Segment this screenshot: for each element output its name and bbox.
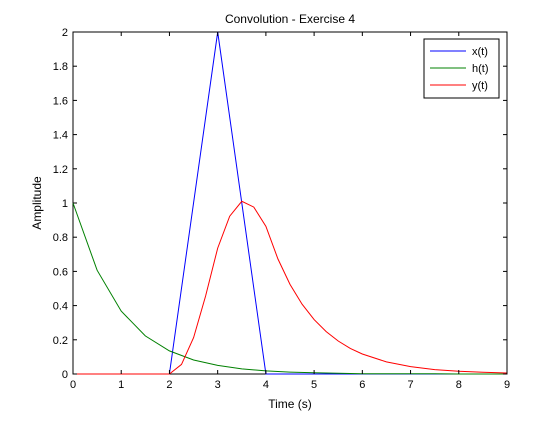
x-tick-label: 3 bbox=[215, 379, 221, 391]
x-tick-label: 9 bbox=[504, 379, 510, 391]
y-tick-label: 1.8 bbox=[53, 61, 68, 73]
y-tick-label: 1.2 bbox=[53, 164, 68, 176]
x-axis-label: Time (s) bbox=[268, 397, 312, 411]
x-tick-label: 8 bbox=[456, 379, 462, 391]
x-tick-label: 1 bbox=[118, 379, 124, 391]
legend: x(t) h(t) y(t) bbox=[423, 38, 500, 99]
x-tick-label: 2 bbox=[166, 379, 172, 391]
y-tick-label: 0.2 bbox=[53, 335, 68, 347]
series-line-ht bbox=[72, 202, 507, 375]
chart-title: Convolution - Exercise 4 bbox=[225, 12, 355, 26]
y-tick-label: 0.8 bbox=[53, 232, 68, 244]
x-tick-label: 7 bbox=[407, 379, 413, 391]
y-axis-label: Amplitude bbox=[30, 176, 44, 230]
legend-label-xt: x(t) bbox=[472, 46, 488, 58]
x-tick-label: 0 bbox=[70, 379, 76, 391]
y-tick-label: 0 bbox=[62, 369, 68, 381]
ticks-layer: 0 1 2 3 4 5 6 7 8 9 0 0.2 0.4 0.6 0.8 1 1.2 1.4 1.6 1.8 2 bbox=[53, 27, 510, 391]
y-tick-label: 1 bbox=[62, 198, 68, 210]
y-tick-label: 1.6 bbox=[53, 95, 68, 107]
x-tick-label: 6 bbox=[359, 379, 365, 391]
y-tick-label: 2 bbox=[62, 27, 68, 39]
x-tick-label: 4 bbox=[263, 379, 269, 391]
y-tick-label: 0.4 bbox=[53, 301, 68, 313]
legend-label-yt: y(t) bbox=[472, 80, 488, 92]
legend-label-ht: h(t) bbox=[472, 63, 489, 75]
series-line-yt bbox=[73, 200, 508, 375]
x-tick-label: 5 bbox=[311, 379, 317, 391]
y-tick-label: 1.4 bbox=[53, 130, 68, 142]
y-tick-label: 0.6 bbox=[53, 266, 68, 278]
